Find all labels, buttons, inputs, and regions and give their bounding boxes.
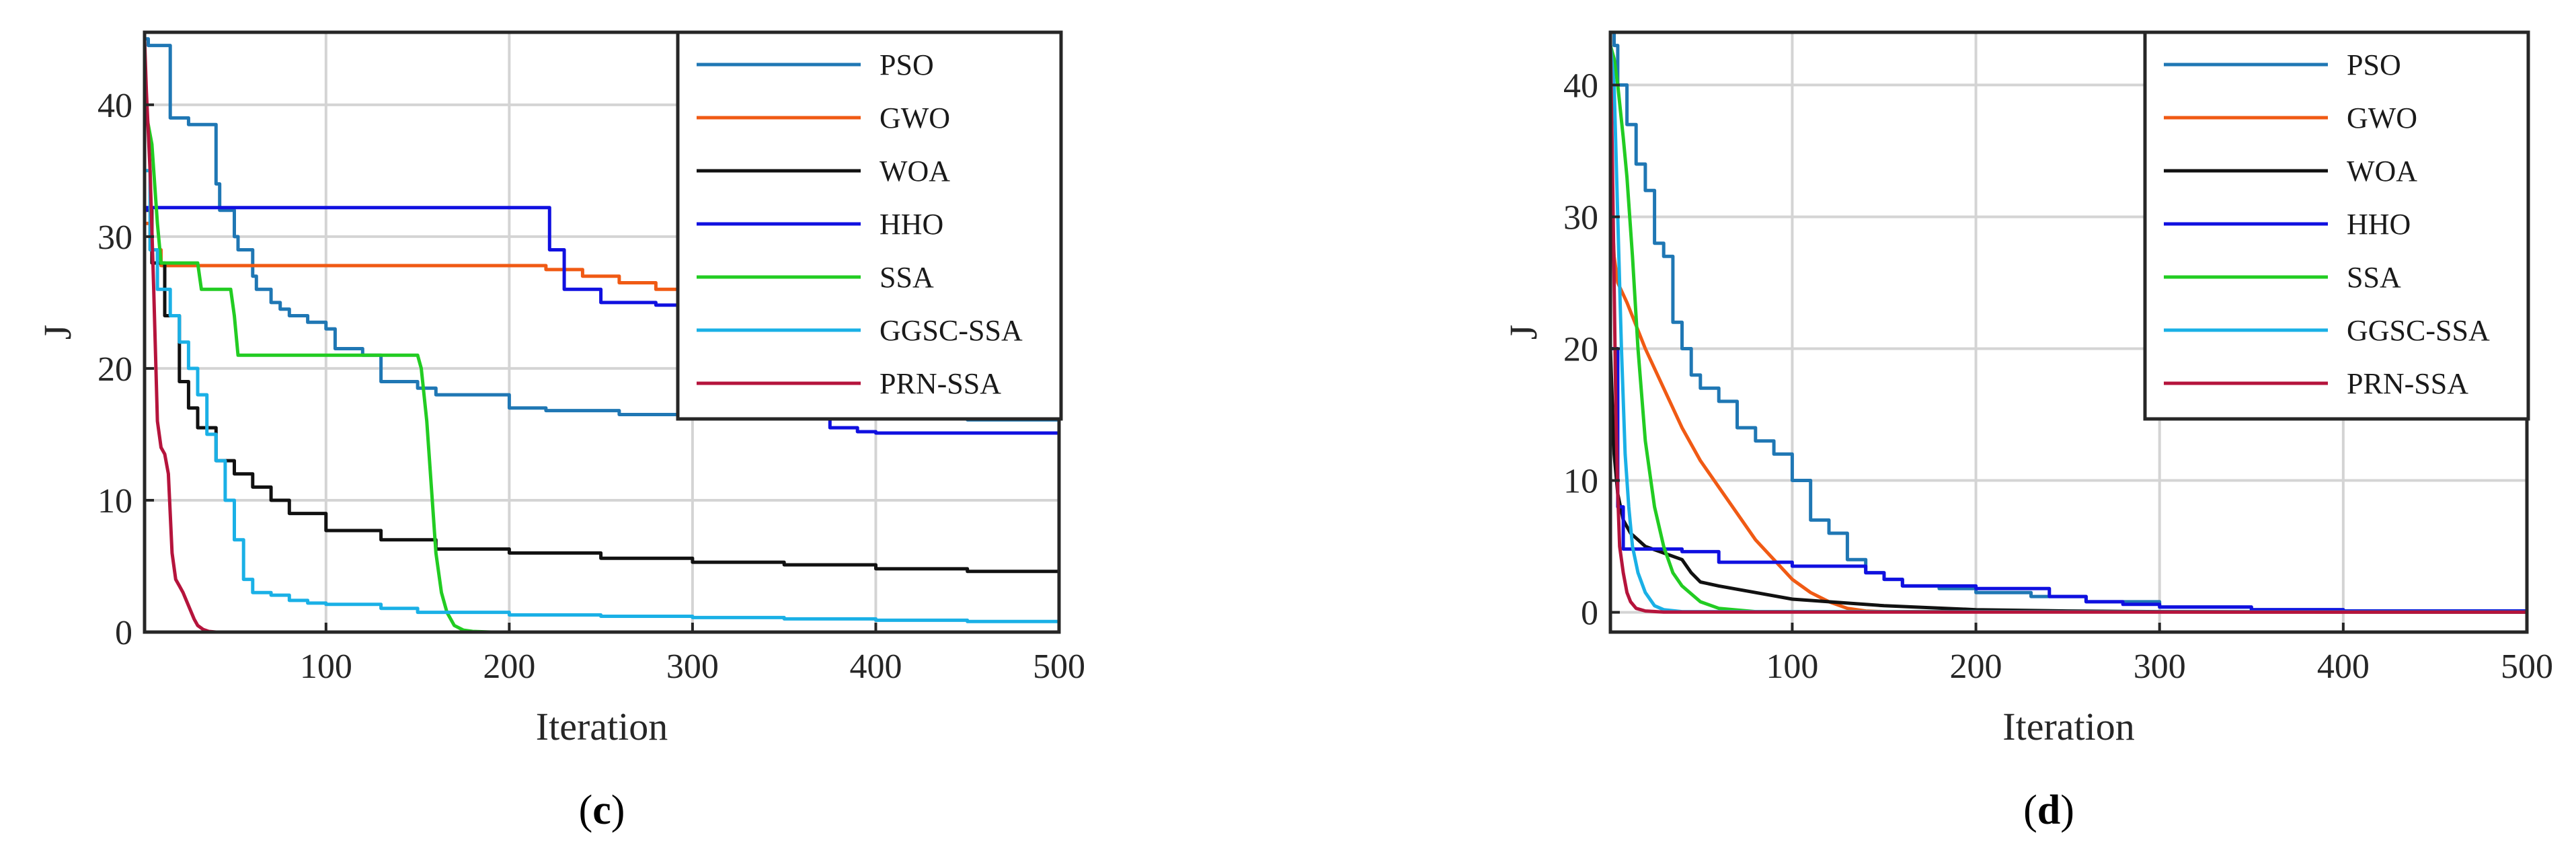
x-tick-label: 500 bbox=[1033, 648, 1085, 686]
legend-label-ssa: SSA bbox=[2347, 261, 2401, 294]
x-tick-label: 400 bbox=[849, 648, 902, 686]
x-tick-label: 300 bbox=[666, 648, 719, 686]
legend: PSO GWO WOA HHO SSA GGSC-SSA PRN-SSA bbox=[2143, 30, 2530, 421]
legend-label-prn-ssa: PRN-SSA bbox=[880, 367, 1001, 400]
series-line-gwo bbox=[1608, 177, 2528, 614]
y-tick-label: 30 bbox=[97, 219, 132, 257]
caption-letter: d bbox=[2037, 787, 2060, 833]
series-line-ssa bbox=[1608, 44, 2528, 614]
y-tick-label: 0 bbox=[1581, 594, 1598, 633]
x-axis-label: Iteration bbox=[536, 705, 668, 748]
series-line-pso bbox=[1610, 30, 2529, 613]
caption-letter: c bbox=[592, 787, 611, 833]
x-tick-label: 100 bbox=[1766, 648, 1818, 686]
legend-label-ggsc-ssa: GGSC-SSA bbox=[880, 314, 1023, 347]
x-tick-label: 500 bbox=[2501, 648, 2553, 686]
legend-label-gwo: GWO bbox=[2347, 102, 2417, 134]
y-tick-label: 40 bbox=[97, 87, 132, 125]
x-tick-label: 100 bbox=[300, 648, 352, 686]
y-tick-label: 20 bbox=[1563, 331, 1598, 369]
y-tick-label: 40 bbox=[1563, 67, 1598, 105]
legend-label-ggsc-ssa: GGSC-SSA bbox=[2347, 314, 2490, 347]
y-tick-label: 10 bbox=[1563, 463, 1598, 501]
legend-label-hho: HHO bbox=[2347, 208, 2411, 241]
panel-d: 100 200 300 400 500 0 10 20 30 40 Iteration J PSO GWO… bbox=[1501, 30, 2553, 833]
legend-label-ssa: SSA bbox=[880, 261, 934, 294]
y-axis-label: J bbox=[36, 325, 79, 340]
series-line-ggsc-ssa bbox=[145, 169, 1061, 623]
legend: PSO GWO WOA HHO SSA GGSC-SSA PRN-SSA bbox=[676, 30, 1063, 421]
caption-open-paren: ( bbox=[2023, 787, 2037, 833]
caption-open-paren: ( bbox=[579, 787, 593, 833]
y-tick-label: 10 bbox=[97, 482, 132, 520]
y-tick-label: 20 bbox=[97, 350, 132, 389]
legend-label-woa: WOA bbox=[2347, 155, 2417, 188]
panel-caption: (d) bbox=[2023, 787, 2074, 833]
series-line-hho bbox=[1610, 347, 2529, 613]
legend-label-prn-ssa: PRN-SSA bbox=[2347, 367, 2468, 400]
caption-close-paren: ) bbox=[2060, 787, 2074, 833]
legend-label-hho: HHO bbox=[880, 208, 943, 241]
legend-label-gwo: GWO bbox=[880, 102, 950, 134]
x-axis-label: Iteration bbox=[2002, 705, 2134, 748]
panel-caption: (c) bbox=[579, 787, 625, 833]
y-tick-label: 0 bbox=[115, 614, 132, 652]
series-line-ssa bbox=[143, 104, 1059, 634]
legend-label-pso: PSO bbox=[880, 48, 934, 81]
x-tick-label: 200 bbox=[483, 648, 535, 686]
series-line-prn-ssa bbox=[1608, 45, 2528, 614]
x-tick-label: 200 bbox=[1950, 648, 2002, 686]
caption-close-paren: ) bbox=[611, 787, 625, 833]
panel-c: 100 200 300 400 500 0 10 20 30 40 Iteration J PSO GWO… bbox=[36, 30, 1085, 833]
legend-label-pso: PSO bbox=[2347, 48, 2401, 81]
y-axis-label: J bbox=[1501, 325, 1545, 340]
y-tick-label: 30 bbox=[1563, 198, 1598, 237]
series-line-woa bbox=[145, 208, 1061, 574]
legend-label-woa: WOA bbox=[880, 155, 950, 188]
x-tick-label: 300 bbox=[2134, 648, 2186, 686]
x-tick-label: 400 bbox=[2317, 648, 2370, 686]
